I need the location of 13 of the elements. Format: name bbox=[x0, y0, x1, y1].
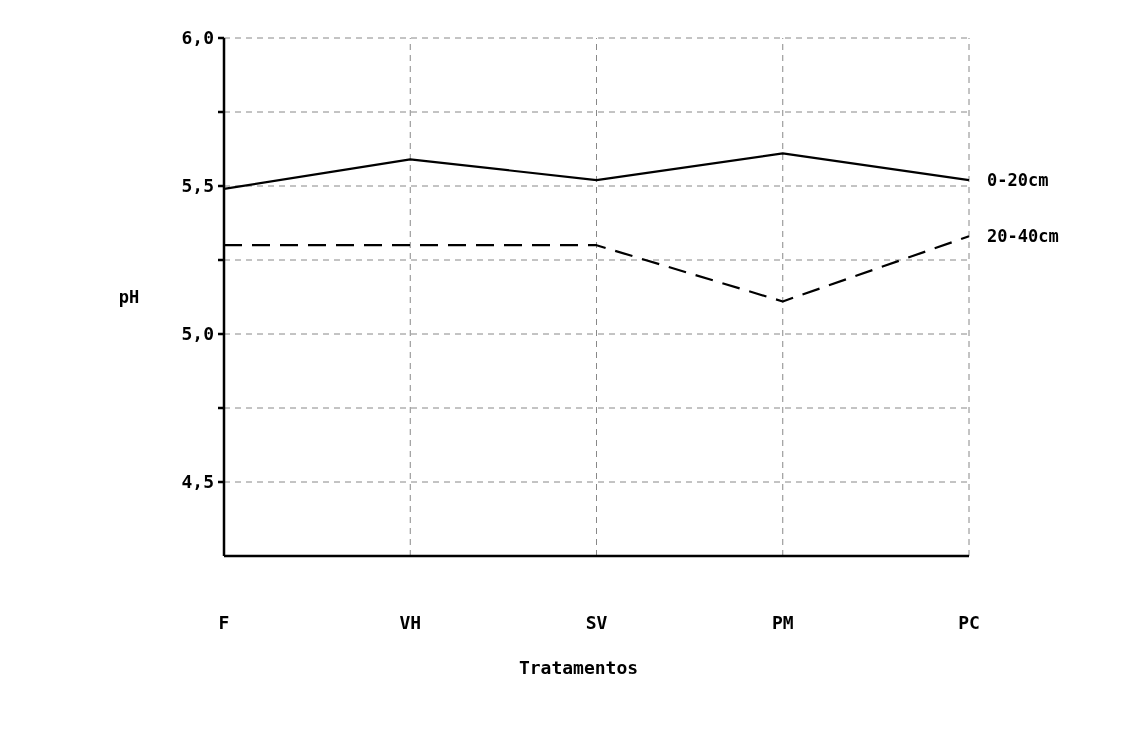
x-tick-label: SV bbox=[585, 612, 608, 633]
x-tick-label: PC bbox=[958, 612, 980, 633]
y-tick-label: 5,0 bbox=[181, 323, 214, 344]
y-tick-label: 5,5 bbox=[181, 175, 214, 196]
x-tick-label: PM bbox=[771, 612, 794, 633]
y-axis-title: pH bbox=[118, 287, 140, 307]
y-tick-label: 4,5 bbox=[181, 471, 214, 492]
series-label: 0-20cm bbox=[987, 170, 1049, 191]
x-axis-title: Tratamentos bbox=[518, 657, 639, 678]
series-label: 20-40cm bbox=[987, 226, 1059, 247]
y-tick-label: 6,0 bbox=[181, 27, 214, 48]
x-tick-label: F bbox=[218, 612, 230, 633]
x-tick-label: VH bbox=[399, 612, 422, 633]
